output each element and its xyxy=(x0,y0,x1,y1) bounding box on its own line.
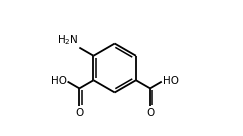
Text: O: O xyxy=(146,108,154,118)
Text: O: O xyxy=(75,108,84,118)
Text: H$_2$N: H$_2$N xyxy=(57,33,79,47)
Text: HO: HO xyxy=(51,76,67,86)
Text: HO: HO xyxy=(163,76,179,86)
